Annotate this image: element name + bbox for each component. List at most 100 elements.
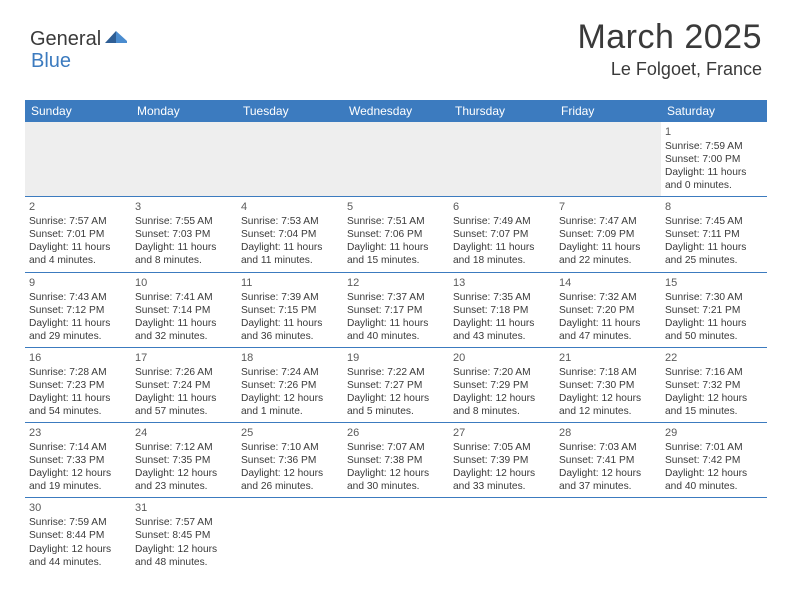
day-sunrise: Sunrise: 7:51 AM <box>347 215 445 228</box>
day-day1: Daylight: 12 hours <box>29 543 127 556</box>
day-number: 16 <box>29 351 127 365</box>
day-cell: 14Sunrise: 7:32 AMSunset: 7:20 PMDayligh… <box>555 273 661 347</box>
day-sunset: Sunset: 7:14 PM <box>135 304 233 317</box>
day-cell: 26Sunrise: 7:07 AMSunset: 7:38 PMDayligh… <box>343 423 449 497</box>
day-day1: Daylight: 12 hours <box>347 392 445 405</box>
day-day2: and 47 minutes. <box>559 330 657 343</box>
day-sunrise: Sunrise: 7:57 AM <box>29 215 127 228</box>
day-sunset: Sunset: 7:18 PM <box>453 304 551 317</box>
day-number: 6 <box>453 200 551 214</box>
day-cell: 9Sunrise: 7:43 AMSunset: 7:12 PMDaylight… <box>25 273 131 347</box>
day-sunrise: Sunrise: 7:47 AM <box>559 215 657 228</box>
day-sunrise: Sunrise: 7:45 AM <box>665 215 763 228</box>
day-sunset: Sunset: 7:04 PM <box>241 228 339 241</box>
day-sunset: Sunset: 7:11 PM <box>665 228 763 241</box>
day-cell: 24Sunrise: 7:12 AMSunset: 7:35 PMDayligh… <box>131 423 237 497</box>
day-cell-blank <box>237 498 343 572</box>
day-number: 15 <box>665 276 763 290</box>
day-sunrise: Sunrise: 7:05 AM <box>453 441 551 454</box>
day-sunrise: Sunrise: 7:24 AM <box>241 366 339 379</box>
day-day2: and 18 minutes. <box>453 254 551 267</box>
weekday-tuesday: Tuesday <box>237 100 343 122</box>
day-sunset: Sunset: 8:45 PM <box>135 529 233 542</box>
day-number: 19 <box>347 351 445 365</box>
day-day2: and 40 minutes. <box>347 330 445 343</box>
day-cell: 8Sunrise: 7:45 AMSunset: 7:11 PMDaylight… <box>661 197 767 271</box>
day-sunset: Sunset: 7:06 PM <box>347 228 445 241</box>
day-cell-blank <box>555 122 661 196</box>
day-day1: Daylight: 11 hours <box>29 317 127 330</box>
day-day1: Daylight: 11 hours <box>453 241 551 254</box>
day-day1: Daylight: 12 hours <box>135 467 233 480</box>
day-day1: Daylight: 12 hours <box>347 467 445 480</box>
day-number: 8 <box>665 200 763 214</box>
day-sunset: Sunset: 7:42 PM <box>665 454 763 467</box>
day-sunrise: Sunrise: 7:43 AM <box>29 291 127 304</box>
day-day2: and 19 minutes. <box>29 480 127 493</box>
day-sunrise: Sunrise: 7:01 AM <box>665 441 763 454</box>
day-sunset: Sunset: 7:27 PM <box>347 379 445 392</box>
day-sunset: Sunset: 7:03 PM <box>135 228 233 241</box>
day-number: 17 <box>135 351 233 365</box>
day-cell-blank <box>449 498 555 572</box>
day-day2: and 1 minute. <box>241 405 339 418</box>
day-day1: Daylight: 12 hours <box>29 467 127 480</box>
day-number: 25 <box>241 426 339 440</box>
week-row: 23Sunrise: 7:14 AMSunset: 7:33 PMDayligh… <box>25 423 767 498</box>
day-number: 20 <box>453 351 551 365</box>
week-row: 2Sunrise: 7:57 AMSunset: 7:01 PMDaylight… <box>25 197 767 272</box>
day-day1: Daylight: 11 hours <box>347 317 445 330</box>
day-cell: 11Sunrise: 7:39 AMSunset: 7:15 PMDayligh… <box>237 273 343 347</box>
day-day2: and 40 minutes. <box>665 480 763 493</box>
day-day2: and 4 minutes. <box>29 254 127 267</box>
day-day2: and 50 minutes. <box>665 330 763 343</box>
logo-text-general: General <box>30 28 101 51</box>
day-day1: Daylight: 11 hours <box>135 241 233 254</box>
day-cell: 27Sunrise: 7:05 AMSunset: 7:39 PMDayligh… <box>449 423 555 497</box>
day-day1: Daylight: 11 hours <box>665 241 763 254</box>
day-day2: and 11 minutes. <box>241 254 339 267</box>
day-day1: Daylight: 11 hours <box>665 166 763 179</box>
day-sunset: Sunset: 7:33 PM <box>29 454 127 467</box>
day-day2: and 12 minutes. <box>559 405 657 418</box>
day-number: 22 <box>665 351 763 365</box>
title-block: March 2025 Le Folgoet, France <box>577 18 762 80</box>
day-day2: and 43 minutes. <box>453 330 551 343</box>
day-cell-blank <box>343 498 449 572</box>
day-sunset: Sunset: 7:15 PM <box>241 304 339 317</box>
day-day2: and 23 minutes. <box>135 480 233 493</box>
day-sunrise: Sunrise: 7:14 AM <box>29 441 127 454</box>
day-day1: Daylight: 12 hours <box>665 392 763 405</box>
day-cell: 4Sunrise: 7:53 AMSunset: 7:04 PMDaylight… <box>237 197 343 271</box>
day-day1: Daylight: 12 hours <box>559 392 657 405</box>
logo-text-blue: Blue <box>31 50 71 73</box>
day-day2: and 8 minutes. <box>135 254 233 267</box>
month-title: March 2025 <box>577 18 762 57</box>
week-row: 30Sunrise: 7:59 AMSunset: 8:44 PMDayligh… <box>25 498 767 572</box>
day-number: 18 <box>241 351 339 365</box>
day-sunset: Sunset: 7:23 PM <box>29 379 127 392</box>
week-row: 1Sunrise: 7:59 AMSunset: 7:00 PMDaylight… <box>25 122 767 197</box>
day-sunrise: Sunrise: 7:16 AM <box>665 366 763 379</box>
day-number: 9 <box>29 276 127 290</box>
day-sunset: Sunset: 7:12 PM <box>29 304 127 317</box>
day-sunrise: Sunrise: 7:39 AM <box>241 291 339 304</box>
weekday-saturday: Saturday <box>661 100 767 122</box>
day-number: 21 <box>559 351 657 365</box>
day-day2: and 25 minutes. <box>665 254 763 267</box>
day-sunrise: Sunrise: 7:30 AM <box>665 291 763 304</box>
day-cell: 3Sunrise: 7:55 AMSunset: 7:03 PMDaylight… <box>131 197 237 271</box>
day-number: 11 <box>241 276 339 290</box>
day-sunset: Sunset: 7:09 PM <box>559 228 657 241</box>
day-day2: and 15 minutes. <box>665 405 763 418</box>
day-cell: 20Sunrise: 7:20 AMSunset: 7:29 PMDayligh… <box>449 348 555 422</box>
day-cell: 7Sunrise: 7:47 AMSunset: 7:09 PMDaylight… <box>555 197 661 271</box>
day-day1: Daylight: 11 hours <box>241 241 339 254</box>
day-cell-blank <box>237 122 343 196</box>
day-cell-blank <box>661 498 767 572</box>
weekday-thursday: Thursday <box>449 100 555 122</box>
day-day1: Daylight: 12 hours <box>453 392 551 405</box>
day-sunrise: Sunrise: 7:59 AM <box>29 516 127 529</box>
day-sunset: Sunset: 7:21 PM <box>665 304 763 317</box>
day-day2: and 0 minutes. <box>665 179 763 192</box>
